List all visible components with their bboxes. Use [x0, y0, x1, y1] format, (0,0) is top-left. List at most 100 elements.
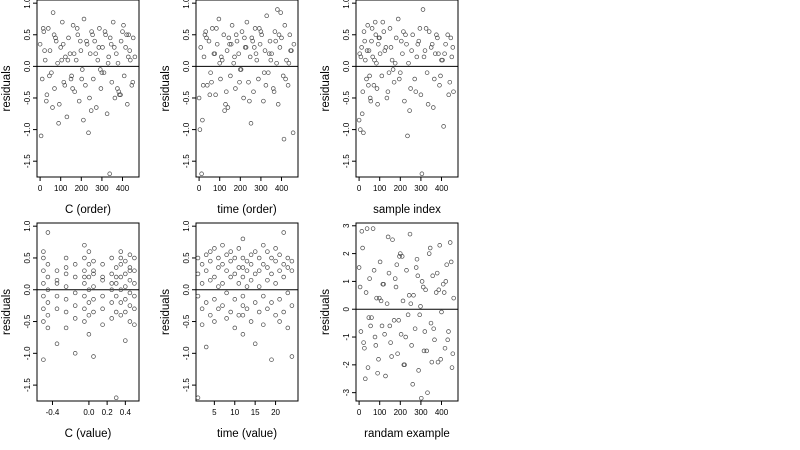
- data-point: [407, 231, 413, 237]
- data-point: [50, 105, 55, 110]
- data-points: [37, 10, 138, 177]
- y-tick-label: -0.5: [23, 314, 32, 328]
- data-point: [271, 86, 276, 91]
- data-point: [272, 29, 278, 34]
- data-point: [286, 60, 292, 66]
- data-point: [86, 130, 91, 136]
- y-tick-label: -0.5: [182, 91, 191, 105]
- data-point: [54, 268, 60, 273]
- data-point: [41, 29, 47, 34]
- y-axis-label: residuals: [160, 289, 172, 335]
- plot-frame: [195, 0, 299, 178]
- data-point: [421, 348, 427, 354]
- data-point: [401, 29, 406, 34]
- data-point: [118, 38, 124, 44]
- data-point: [423, 26, 429, 31]
- data-point: [236, 265, 242, 270]
- data-point: [244, 306, 250, 312]
- data-point: [82, 281, 87, 286]
- y-axis-label: residuals: [320, 289, 332, 335]
- data-point: [244, 258, 250, 264]
- data-point: [72, 290, 78, 296]
- data-point: [91, 76, 96, 82]
- data-point: [249, 35, 255, 41]
- data-point: [369, 26, 375, 31]
- data-point: [256, 255, 262, 261]
- x-tick-label: 0: [197, 184, 202, 193]
- data-point: [54, 306, 60, 312]
- data-point: [416, 368, 421, 373]
- data-point: [277, 268, 282, 273]
- data-point: [404, 41, 409, 47]
- data-point: [113, 265, 119, 270]
- data-point: [114, 51, 119, 56]
- data-point: [195, 395, 201, 401]
- data-point: [228, 73, 233, 79]
- data-point: [388, 340, 393, 345]
- data-point: [228, 309, 233, 315]
- x-tick-label: 100: [54, 184, 68, 193]
- data-point: [391, 79, 397, 85]
- data-point: [72, 262, 78, 267]
- data-point: [212, 319, 217, 324]
- data-point: [274, 60, 279, 66]
- data-point: [421, 54, 427, 60]
- data-point: [240, 255, 246, 261]
- data-point: [132, 281, 137, 286]
- data-point: [213, 92, 218, 98]
- data-point: [447, 240, 453, 245]
- data-point: [68, 76, 74, 82]
- data-point: [407, 108, 412, 113]
- data-point: [248, 262, 254, 267]
- data-point: [106, 54, 111, 60]
- data-point: [121, 73, 127, 79]
- data-point: [290, 130, 296, 136]
- data-point: [45, 312, 51, 318]
- data-point: [130, 35, 136, 41]
- data-point: [123, 309, 128, 315]
- x-tick-label: 100: [373, 184, 387, 193]
- data-point: [265, 306, 270, 312]
- data-point: [86, 332, 92, 337]
- data-point: [445, 32, 450, 38]
- data-point: [208, 258, 213, 264]
- data-point: [242, 35, 247, 41]
- data-point: [109, 300, 114, 305]
- data-point: [261, 322, 266, 327]
- data-point: [366, 48, 372, 53]
- data-point: [277, 319, 282, 324]
- data-point: [222, 108, 227, 113]
- y-tick-label: -1.5: [182, 378, 191, 392]
- data-point: [208, 277, 213, 283]
- data-point: [76, 98, 82, 104]
- data-point: [45, 230, 51, 235]
- data-point: [379, 73, 385, 79]
- data-point: [283, 76, 288, 82]
- data-point: [437, 243, 442, 248]
- data-point: [127, 265, 133, 270]
- data-points: [196, 7, 297, 177]
- data-point: [118, 92, 123, 98]
- data-point: [393, 284, 399, 290]
- data-point: [443, 41, 448, 47]
- data-point: [275, 7, 280, 12]
- data-point: [198, 45, 203, 50]
- data-point: [434, 32, 439, 38]
- data-point: [265, 277, 270, 283]
- data-point: [393, 35, 399, 41]
- data-point: [59, 57, 64, 63]
- data-point: [378, 298, 384, 304]
- data-point: [415, 41, 421, 47]
- data-point: [401, 362, 407, 368]
- data-point: [55, 60, 60, 66]
- x-tick-label: 0.4: [120, 408, 132, 417]
- data-point: [132, 322, 137, 327]
- data-point: [203, 29, 208, 34]
- data-point: [285, 265, 291, 270]
- data-point: [109, 255, 114, 261]
- data-point: [383, 373, 388, 379]
- data-point: [394, 262, 400, 267]
- data-point: [419, 279, 425, 284]
- data-point: [228, 258, 233, 264]
- data-point: [232, 54, 237, 60]
